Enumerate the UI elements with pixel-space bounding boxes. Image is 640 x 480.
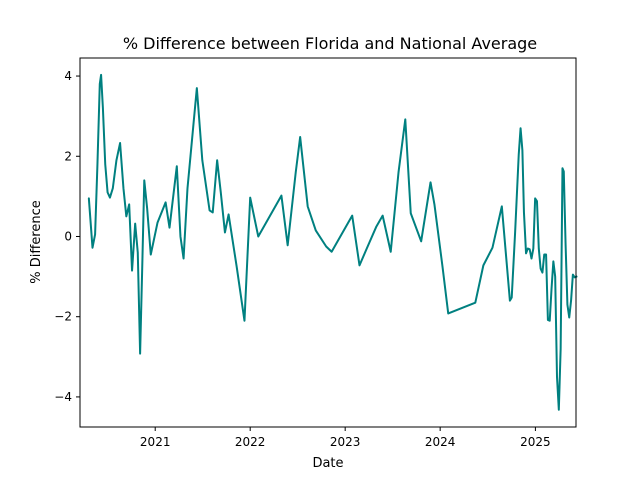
x-tick-label: 2021 bbox=[140, 435, 171, 449]
plot-frame bbox=[79, 57, 577, 428]
series-line bbox=[87, 73, 578, 411]
y-tick-label: 4 bbox=[64, 69, 72, 83]
x-tick-label: 2022 bbox=[235, 435, 266, 449]
y-tick-label: 0 bbox=[64, 229, 72, 243]
y-axis-label: % Difference bbox=[29, 200, 44, 284]
y-tick-label: 2 bbox=[64, 149, 72, 163]
x-tick-label: 2025 bbox=[520, 435, 551, 449]
y-tick-label: −4 bbox=[54, 390, 72, 404]
x-tick-label: 2023 bbox=[330, 435, 361, 449]
y-axis: −4 −2 0 2 4 bbox=[54, 69, 80, 404]
plot-area bbox=[87, 73, 578, 411]
x-tick-label: 2024 bbox=[425, 435, 456, 449]
chart-title: % Difference between Florida and Nationa… bbox=[123, 34, 537, 53]
x-axis-label: Date bbox=[312, 456, 343, 471]
y-tick-label: −2 bbox=[54, 310, 72, 324]
x-axis: 2021 2022 2023 2024 2025 bbox=[140, 427, 551, 449]
